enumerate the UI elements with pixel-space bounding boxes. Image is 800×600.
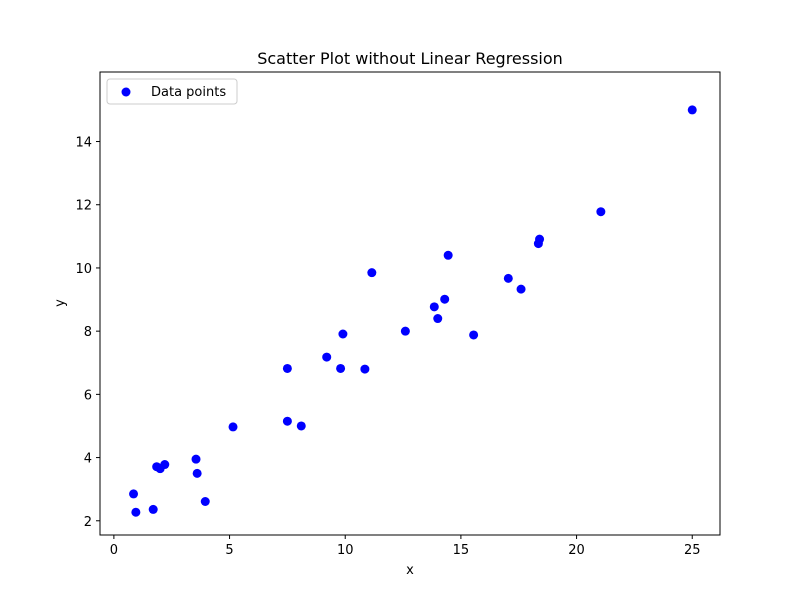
y-tick-label: 6 — [84, 388, 92, 403]
x-tick-label: 25 — [684, 543, 701, 558]
y-tick-label: 12 — [75, 199, 92, 214]
data-point — [433, 314, 443, 324]
y-tick-label: 14 — [75, 136, 92, 151]
data-point — [687, 105, 697, 115]
y-tick-label: 2 — [84, 515, 92, 530]
x-tick-label: 10 — [337, 543, 354, 558]
legend-box — [106, 78, 238, 105]
data-point — [503, 273, 513, 283]
x-tick-label: 5 — [225, 543, 233, 558]
x-tick-label: 0 — [110, 543, 118, 558]
data-point — [131, 507, 141, 517]
data-point — [440, 294, 450, 304]
y-tick-label: 10 — [75, 262, 92, 277]
x-tick-label: 15 — [453, 543, 470, 558]
data-point — [200, 496, 210, 506]
axes-frame — [99, 71, 721, 536]
y-tick-label: 8 — [84, 325, 92, 340]
x-axis-label: x — [406, 563, 414, 578]
legend: Data points — [106, 78, 238, 105]
data-point — [228, 422, 238, 432]
x-tick-label: 20 — [568, 543, 585, 558]
data-point — [160, 460, 170, 470]
y-axis-label: y — [53, 299, 68, 307]
data-point — [296, 421, 306, 431]
data-point — [360, 364, 370, 374]
data-point — [469, 330, 479, 340]
legend-label: Data points — [151, 85, 226, 100]
data-point — [535, 234, 545, 244]
data-point — [322, 352, 332, 362]
chart-title: Scatter Plot without Linear Regression — [257, 49, 563, 68]
data-point — [191, 454, 201, 464]
data-point — [148, 504, 158, 514]
data-point — [282, 363, 292, 373]
legend-marker — [121, 87, 131, 97]
data-point — [338, 329, 348, 339]
data-point — [443, 250, 453, 260]
y-tick-label: 4 — [84, 452, 92, 467]
data-point — [129, 489, 139, 499]
data-point — [367, 268, 377, 278]
data-point — [282, 416, 292, 426]
data-point — [516, 284, 526, 294]
data-point — [429, 302, 439, 312]
data-point — [400, 326, 410, 336]
data-point — [596, 207, 606, 217]
data-point — [336, 363, 346, 373]
plot-area: 0 5 10 15 20 25 2 4 6 8 10 12 14 Data points — [75, 71, 721, 558]
data-point — [192, 468, 202, 478]
